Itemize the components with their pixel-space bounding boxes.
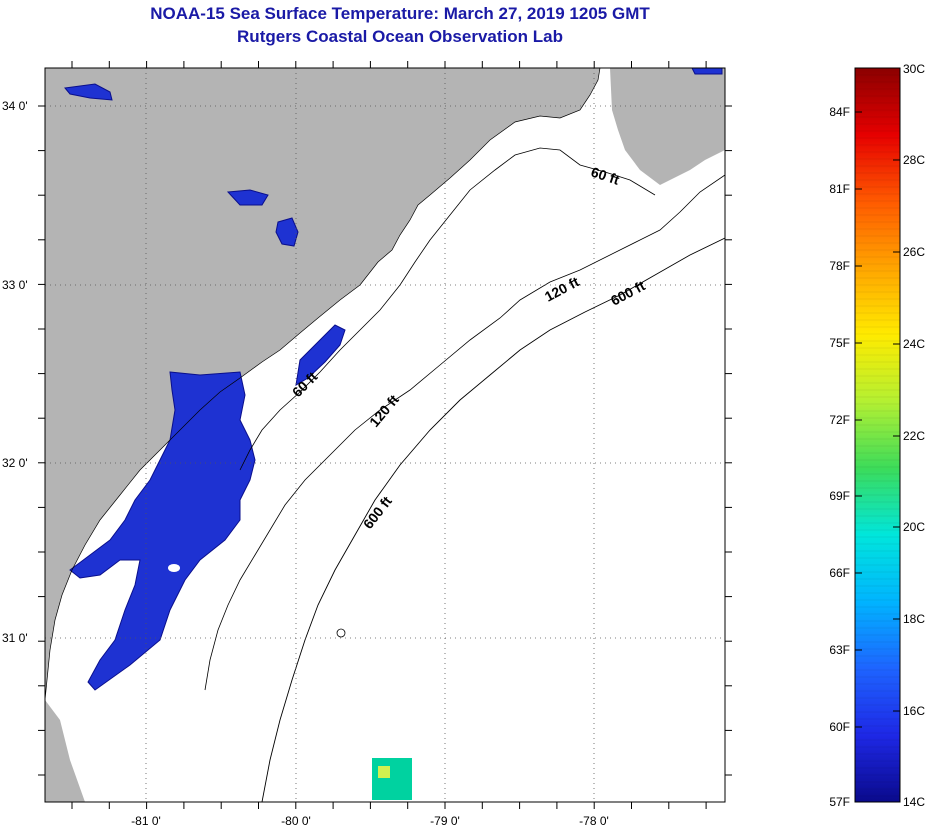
cold-water-patch bbox=[295, 324, 346, 386]
contour-600ft-line bbox=[261, 237, 725, 802]
colorbar: 84F 81F 78F 75F 72F 69F 66F 63F 60F 57F … bbox=[829, 62, 925, 809]
cold-water-patch bbox=[64, 83, 113, 101]
tick-marks bbox=[38, 61, 732, 809]
colorbar-f-label: 60F bbox=[829, 720, 850, 734]
grid-lines bbox=[45, 68, 725, 802]
colorbar-f-label: 69F bbox=[829, 489, 850, 503]
colorbar-c-label: 22C bbox=[903, 429, 925, 443]
colorbar-c-label: 16C bbox=[903, 704, 925, 718]
cloud-spot bbox=[168, 564, 180, 572]
map-title: NOAA-15 Sea Surface Temperature: March 2… bbox=[150, 4, 650, 23]
colorbar-f-label: 63F bbox=[829, 643, 850, 657]
lat-label: 33 0' bbox=[2, 278, 28, 292]
contour-120ft-line bbox=[204, 174, 725, 691]
colorbar-bands bbox=[855, 67, 900, 797]
colorbar-c-label: 20C bbox=[903, 520, 925, 534]
cold-water-patch bbox=[275, 217, 299, 247]
colorbar-c-label: 28C bbox=[903, 153, 925, 167]
lon-label: -79 0' bbox=[430, 814, 460, 828]
colorbar-c-label: 14C bbox=[903, 795, 925, 809]
contour-ring bbox=[336, 628, 346, 638]
lon-label: -78 0' bbox=[579, 814, 609, 828]
colorbar-c-label: 18C bbox=[903, 612, 925, 626]
colorbar-f-label: 57F bbox=[829, 795, 850, 809]
land-mass-ne bbox=[610, 68, 725, 185]
map-area bbox=[45, 68, 725, 802]
lon-label: -81 0' bbox=[131, 814, 161, 828]
warm-water-patch bbox=[372, 758, 412, 800]
colorbar-f-label: 66F bbox=[829, 566, 850, 580]
land-mass bbox=[45, 68, 600, 700]
cold-water-patch bbox=[691, 68, 723, 75]
colorbar-f-label: 75F bbox=[829, 336, 850, 350]
colorbar-c-label: 24C bbox=[903, 337, 925, 351]
lat-label: 32 0' bbox=[2, 456, 28, 470]
colorbar-f-label: 72F bbox=[829, 413, 850, 427]
cold-water-patch bbox=[226, 189, 269, 206]
warm-water-patch bbox=[378, 766, 390, 778]
colorbar-c-label: 26C bbox=[903, 245, 925, 259]
lon-label: -80 0' bbox=[281, 814, 311, 828]
colorbar-f-label: 84F bbox=[829, 105, 850, 119]
coastline bbox=[45, 68, 601, 701]
land-mass-sw bbox=[45, 700, 85, 802]
cold-water-patch bbox=[69, 371, 256, 691]
contour-60ft-line bbox=[239, 147, 656, 471]
colorbar-c-label: 30C bbox=[903, 62, 925, 76]
colorbar-f-label: 78F bbox=[829, 259, 850, 273]
map-subtitle: Rutgers Coastal Ocean Observation Lab bbox=[237, 27, 563, 46]
colorbar-f-label: 81F bbox=[829, 182, 850, 196]
lat-label: 31 0' bbox=[2, 631, 28, 645]
colorbar-ticks bbox=[855, 111, 900, 728]
map-frame bbox=[44, 67, 726, 803]
colorbar-gradient bbox=[854, 67, 901, 803]
lat-label: 34 0' bbox=[2, 99, 28, 113]
